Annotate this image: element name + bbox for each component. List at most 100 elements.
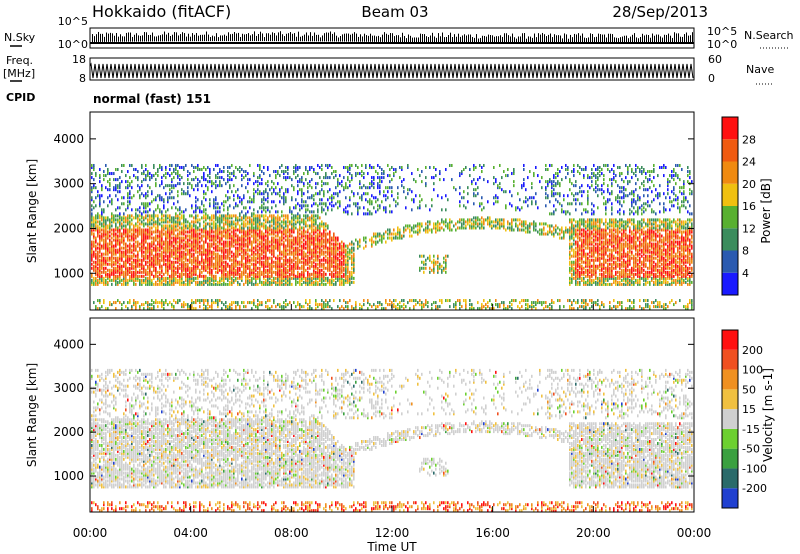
echo-point — [191, 242, 193, 246]
echo-point — [321, 268, 323, 272]
echo-point — [283, 214, 285, 218]
echo-point — [151, 250, 153, 254]
echo-point — [151, 242, 153, 246]
echo-point — [169, 214, 171, 218]
echo-point — [163, 240, 165, 244]
echo-point — [361, 305, 363, 309]
echo-point — [233, 206, 235, 210]
echo-point — [331, 280, 333, 284]
echo-point — [313, 254, 315, 258]
echo-point — [159, 196, 161, 200]
echo-point — [229, 176, 231, 180]
echo-point — [175, 212, 177, 216]
echo-point — [309, 180, 311, 184]
echo-point — [259, 303, 261, 307]
echo-point — [291, 242, 293, 246]
echo-point — [331, 270, 333, 274]
echo-point — [105, 272, 107, 276]
echo-point — [101, 216, 103, 220]
echo-point — [163, 303, 165, 307]
echo-point — [323, 266, 325, 270]
echo-point — [299, 307, 301, 311]
echo-point — [191, 234, 193, 238]
echo-point — [247, 232, 249, 236]
echo-point — [203, 307, 205, 311]
echo-point — [271, 220, 273, 224]
echo-point — [115, 188, 117, 192]
echo-point — [227, 222, 229, 226]
echo-point — [115, 260, 117, 264]
echo-point — [183, 305, 185, 309]
echo-point — [267, 270, 269, 274]
echo-point — [155, 184, 157, 188]
echo-point — [199, 262, 201, 266]
echo-point — [141, 242, 143, 246]
echo-point — [195, 228, 197, 232]
echo-point — [125, 268, 127, 272]
echo-point — [293, 274, 295, 278]
noise-mark — [630, 36, 631, 43]
echo-point — [325, 276, 327, 280]
echo-point — [183, 226, 185, 230]
echo-point — [371, 238, 373, 242]
echo-point — [225, 244, 227, 248]
echo-point — [313, 210, 315, 214]
echo-point — [299, 274, 301, 278]
echo-point — [115, 228, 117, 232]
echo-point — [291, 252, 293, 256]
noise-mark — [118, 36, 119, 42]
echo-point — [163, 228, 165, 232]
noise-mark — [664, 34, 665, 43]
echo-point — [215, 214, 217, 218]
echo-point — [377, 184, 379, 188]
echo-point — [207, 276, 209, 280]
echo-point — [173, 238, 175, 242]
echo-point — [169, 238, 171, 242]
echo-point — [273, 238, 275, 242]
echo-point — [247, 216, 249, 220]
echo-point — [123, 301, 125, 305]
echo-point — [227, 262, 229, 266]
echo-point — [127, 268, 129, 272]
echo-point — [337, 258, 339, 262]
echo-point — [245, 170, 247, 174]
echo-point — [315, 248, 317, 252]
echo-point — [269, 256, 271, 260]
echo-point — [99, 200, 101, 204]
echo-point — [229, 303, 231, 307]
echo-point — [275, 244, 277, 248]
echo-point — [169, 232, 171, 236]
echo-point — [173, 307, 175, 311]
noise-mark — [622, 36, 623, 43]
echo-point — [275, 246, 277, 250]
noise-right-tick-top: 10^5 — [707, 25, 737, 38]
echo-point — [121, 180, 123, 184]
echo-point — [235, 246, 237, 250]
echo-point — [193, 238, 195, 242]
echo-point — [289, 230, 291, 234]
echo-point — [147, 264, 149, 268]
echo-point — [145, 228, 147, 232]
echo-point — [145, 272, 147, 276]
noise-mark — [686, 32, 687, 43]
echo-point — [113, 260, 115, 264]
echo-point — [115, 194, 117, 198]
echo-point — [295, 236, 297, 240]
echo-point — [169, 264, 171, 268]
echo-point — [189, 194, 191, 198]
echo-point — [191, 301, 193, 305]
echo-point — [271, 224, 273, 228]
echo-point — [213, 274, 215, 278]
noise-mark — [618, 38, 619, 43]
echo-point — [127, 258, 129, 262]
echo-point — [245, 274, 247, 278]
echo-point — [149, 214, 151, 218]
noise-mark — [276, 35, 277, 42]
echo-point — [291, 240, 293, 244]
echo-point — [285, 248, 287, 252]
echo-point — [341, 282, 343, 286]
noise-mark — [216, 33, 217, 42]
noise-mark — [346, 33, 347, 42]
echo-point — [209, 262, 211, 266]
echo-point — [287, 220, 289, 224]
